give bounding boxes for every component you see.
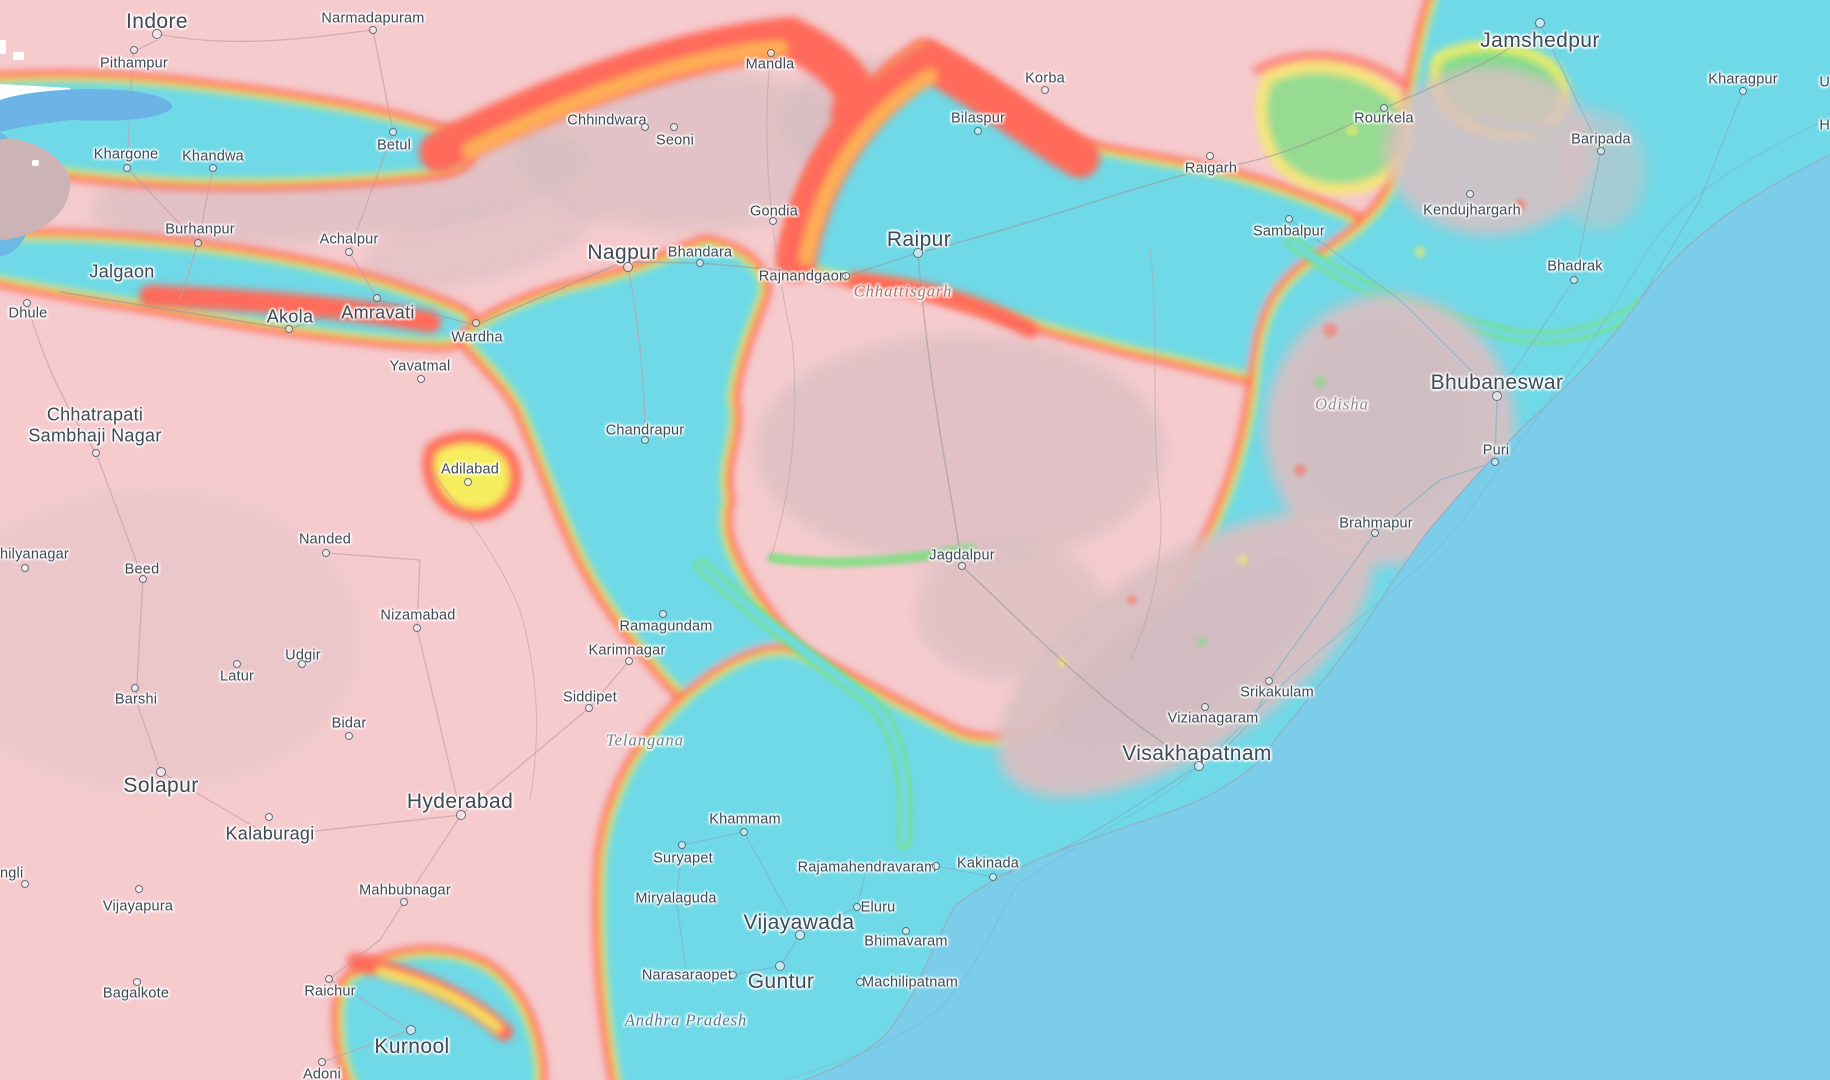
map-canvas[interactable]: Indore Pithampur Narmadapuram Khargone Khand… bbox=[0, 0, 1830, 1080]
map-artwork bbox=[0, 0, 1830, 1080]
